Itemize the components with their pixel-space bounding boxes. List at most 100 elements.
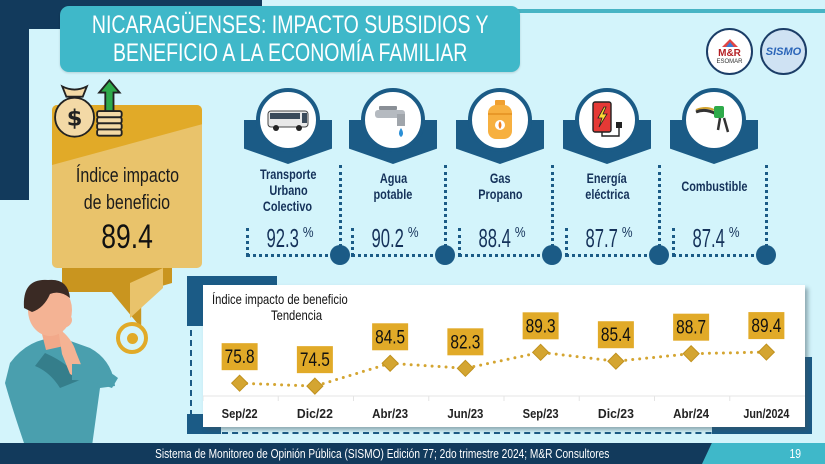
chart-frame-dashed-line	[222, 432, 782, 434]
data-label-box	[447, 328, 484, 356]
category-label: Combustible	[680, 178, 748, 194]
connector-node	[542, 245, 562, 265]
dotted-connector	[458, 228, 461, 256]
bus-icon	[256, 88, 320, 152]
x-tick-label: Jun/2024	[743, 406, 790, 421]
category-value: 90.2%	[371, 222, 419, 253]
category-combustible: Combustible 87.4%	[670, 88, 778, 265]
mr-logo-text: M&R	[718, 48, 741, 59]
footer-bar	[0, 443, 825, 464]
chart-title: Índice impacto de beneficio	[212, 291, 348, 307]
data-label: 84.5	[375, 327, 405, 348]
trend-chart-svg: 75.8 74.5 84.5 82.3 89.3 85.4 88.7 89.4 Sep/22 D…	[203, 312, 805, 421]
connector-node	[435, 245, 455, 265]
data-point-marker	[306, 377, 324, 395]
category-gas: Gas Propano 88.4%	[456, 88, 564, 265]
data-point-marker	[381, 354, 399, 372]
dotted-connector	[551, 165, 554, 253]
sismo-logo: SISMO	[760, 28, 807, 75]
dotted-connector	[458, 254, 548, 257]
dotted-connector	[672, 228, 675, 256]
page-number: 19	[789, 446, 802, 461]
index-value-text: 89.4	[101, 218, 153, 256]
connector-node	[756, 245, 776, 265]
data-point-marker	[456, 359, 475, 378]
x-tick-label: Jun/23	[447, 406, 483, 421]
chart-subtitle: Tendencia	[271, 307, 323, 323]
data-point-marker	[682, 344, 700, 363]
data-label-box	[296, 346, 333, 374]
connector-node	[649, 245, 669, 265]
thinking-person-illustration	[5, 279, 118, 446]
dotted-connector	[246, 254, 336, 257]
category-label: Agua potable	[373, 170, 413, 202]
category-label: Energía eléctrica	[584, 170, 630, 202]
data-point-marker	[531, 343, 550, 362]
mr-consultores-logo: M&R ESOMAR	[706, 28, 753, 75]
water-tap-icon	[361, 88, 425, 152]
category-energia: Energía eléctrica 87.7%	[563, 88, 671, 265]
x-tick-label: Abr/23	[372, 406, 408, 421]
data-label-box	[748, 312, 785, 340]
category-value: 92.3%	[266, 222, 314, 253]
x-tick-label: Sep/23	[523, 406, 559, 421]
index-label-line-2: de beneficio	[83, 192, 171, 214]
dotted-connector	[565, 254, 655, 257]
footer-source-text: Sistema de Monitoreo de Opinión Pública …	[155, 446, 610, 461]
decorative-band-left	[0, 0, 29, 200]
dotted-connector	[565, 228, 568, 256]
data-label-box	[597, 321, 634, 349]
data-label: 74.5	[300, 350, 330, 371]
sismo-logo-text: SISMO	[765, 45, 802, 58]
data-point-marker	[757, 343, 776, 361]
x-tick-label: Sep/22	[222, 406, 258, 421]
money-bag-growth-icon: $	[54, 78, 123, 138]
x-tick-label: Abr/24	[673, 406, 710, 421]
index-label-line-1: Índice impacto	[75, 165, 179, 187]
gas-cylinder-icon	[468, 88, 532, 152]
dotted-connector	[246, 228, 249, 256]
dotted-connector	[351, 254, 441, 257]
index-label: Índice impacto de beneficio	[52, 163, 202, 217]
data-label-box	[221, 343, 258, 371]
dotted-connector	[672, 254, 762, 257]
data-label: 88.7	[676, 318, 706, 339]
footer-accent	[702, 443, 825, 464]
x-tick-label: Dic/22	[297, 406, 333, 421]
data-label: 75.8	[225, 347, 255, 368]
dotted-connector	[765, 165, 768, 253]
svg-text:$: $	[67, 105, 83, 131]
target-icon	[116, 322, 148, 354]
category-label: Gas Propano	[477, 170, 523, 202]
data-label: 85.4	[601, 325, 631, 346]
fuel-nozzle-icon	[682, 88, 746, 152]
data-label-box	[522, 312, 559, 340]
category-agua: Agua potable 90.2%	[349, 88, 457, 265]
mr-logo-mark-icon	[721, 39, 738, 47]
category-value: 88.4%	[478, 222, 526, 253]
data-label: 89.3	[526, 316, 556, 337]
page-title-line-2: BENEFICIO A LA ECONOMÍA FAMILIAR	[112, 39, 468, 67]
category-value: 87.7%	[585, 222, 633, 253]
data-label-box	[372, 323, 409, 351]
page-title-line-1: NICARAGÜENSES: IMPACTO SUBSIDIOS Y	[91, 11, 489, 39]
dotted-connector	[339, 165, 342, 253]
trend-chart: 75.8 74.5 84.5 82.3 89.3 85.4 88.7 89.4 Sep/22 D…	[203, 285, 805, 427]
title-banner: NICARAGÜENSES: IMPACTO SUBSIDIOS Y BENEF…	[60, 6, 520, 72]
chart-frame-dashed-line	[190, 330, 192, 416]
decorative-line-top	[500, 9, 825, 13]
dotted-connector	[351, 228, 354, 256]
data-label: 89.4	[751, 316, 781, 337]
category-label: Transporte Urbano Colectivo	[259, 166, 317, 214]
dotted-connector	[444, 165, 447, 253]
data-label: 82.3	[450, 332, 480, 353]
esomar-text: ESOMAR	[716, 59, 743, 65]
category-value: 87.4%	[692, 222, 740, 253]
dotted-connector	[658, 165, 661, 253]
data-point-marker	[230, 374, 249, 392]
electricity-icon	[575, 88, 639, 152]
data-label-box	[673, 313, 710, 341]
x-tick-label: Dic/23	[598, 406, 634, 421]
category-transporte: Transporte Urbano Colectivo 92.3%	[244, 88, 352, 265]
index-value: 89.4	[52, 218, 202, 257]
